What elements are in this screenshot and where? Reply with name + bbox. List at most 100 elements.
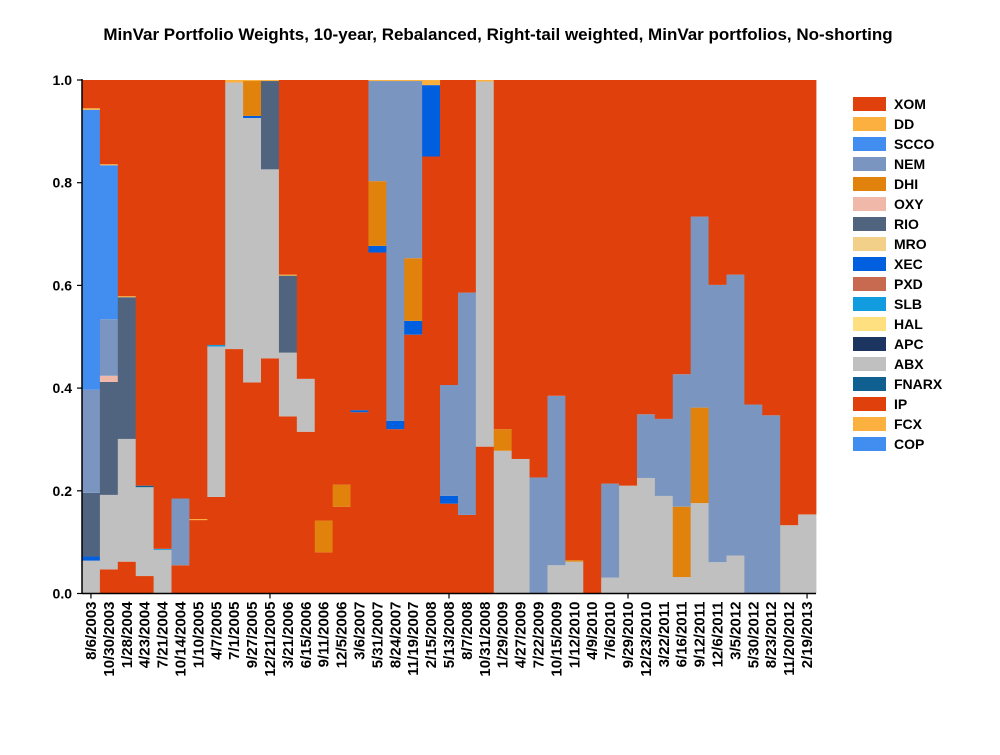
- bar-segment-ip: [135, 576, 155, 594]
- bar-segment-xom: [135, 80, 155, 486]
- bar-segment-xom: [708, 80, 727, 285]
- bar-segment-ip: [350, 412, 369, 594]
- bar-segment-abx: [225, 82, 244, 350]
- legend-swatch-oxy: [853, 197, 886, 211]
- bar-segment-ip: [261, 358, 280, 594]
- x-tick-label: 4/27/2009: [513, 602, 530, 669]
- bar-segment-xom: [314, 80, 334, 521]
- bar-segment-dhi: [690, 407, 709, 504]
- bar-segment-xom: [457, 80, 477, 293]
- legend-label-mro: MRO: [894, 236, 927, 252]
- chart-title: MinVar Portfolio Weights, 10-year, Rebal…: [103, 25, 892, 44]
- bar-segment-abx: [278, 352, 298, 417]
- bar-segment-nem: [744, 404, 763, 594]
- legend-label-xom: XOM: [894, 96, 926, 112]
- bar-segment-xom: [278, 80, 298, 275]
- bar-segment-xom: [82, 80, 101, 109]
- bar-segment-rio: [99, 381, 119, 495]
- legend-label-dhi: DHI: [894, 176, 918, 192]
- bar-segment-dd: [475, 80, 495, 82]
- bar-segment-fnarx: [135, 485, 155, 488]
- x-tick-label: 5/13/2008: [441, 602, 458, 669]
- bar-segment-ip: [332, 506, 351, 594]
- legend-swatch-dhi: [853, 177, 886, 191]
- bar-segment-rio: [117, 297, 137, 439]
- bar-segment-abx: [690, 503, 709, 594]
- bar-segment-abx: [82, 560, 101, 594]
- bar-segment-nem: [368, 81, 387, 182]
- bar-segment-abx: [261, 169, 280, 359]
- bar-segment-xom: [547, 80, 566, 396]
- bar-segment-dd: [261, 80, 280, 82]
- bar-segment-scco: [82, 109, 101, 390]
- bar-segment-ip: [404, 334, 423, 594]
- legend-swatch-xec: [853, 257, 886, 271]
- bar-segment-ip: [457, 514, 477, 594]
- bar-segment-nem: [708, 284, 727, 563]
- x-tick-label: 5/30/2012: [745, 602, 762, 669]
- bar-segment-nem: [762, 415, 781, 594]
- bar-segment-slb: [153, 548, 172, 550]
- y-tick-label: 0.8: [53, 175, 73, 191]
- bar-segment-xec: [243, 115, 262, 118]
- y-tick-label: 0.6: [53, 277, 73, 293]
- bar-segment-abx: [296, 378, 316, 432]
- bar-segment-scco: [99, 165, 119, 320]
- bar-segment-rio: [82, 492, 101, 557]
- x-tick-label: 8/24/2007: [387, 602, 404, 669]
- x-tick-label: 12/23/2010: [638, 602, 655, 677]
- bar-segment-abx: [672, 577, 692, 594]
- x-tick-label: 8/23/2012: [763, 602, 780, 669]
- x-tick-label: 10/14/2004: [172, 601, 189, 677]
- x-tick-label: 12/21/2005: [262, 602, 279, 677]
- bar-segment-xom: [511, 80, 530, 459]
- bar-segment-oxy: [99, 375, 119, 382]
- legend-label-nem: NEM: [894, 156, 925, 172]
- x-tick-label: 9/27/2005: [244, 602, 261, 669]
- legend-swatch-fnarx: [853, 377, 886, 391]
- bar-segment-abx: [475, 81, 495, 447]
- x-tick-label: 9/29/2010: [620, 602, 637, 669]
- legend-label-cop: COP: [894, 436, 924, 452]
- bar-segment-xec: [404, 320, 423, 335]
- y-tick-label: 0.2: [53, 483, 73, 499]
- legend: XOM DD SCCO NEM DHI OXY RIO MRO XEC PXD SLB HAL APC A…: [853, 96, 943, 452]
- bar-segment-rio: [278, 275, 298, 353]
- bar-segment-abx: [243, 118, 262, 383]
- bar-segment-abx: [135, 487, 155, 577]
- bar-segment-xom: [332, 80, 351, 485]
- bar-segment-xom: [619, 80, 638, 486]
- bar-segment-nem: [654, 418, 674, 496]
- x-tick-label: 7/1/2005: [226, 602, 243, 660]
- bar-segment-dd: [404, 80, 423, 82]
- bar-segment-dd: [189, 519, 208, 521]
- x-tick-label: 6/15/2006: [298, 602, 315, 669]
- bar-segment-ip: [99, 569, 119, 594]
- bar-segment-ip: [278, 416, 298, 594]
- bar-segment-dhi: [493, 429, 513, 451]
- x-tick-label: 1/12/2010: [566, 602, 583, 669]
- legend-swatch-slb: [853, 297, 886, 311]
- bar-segment-abx: [619, 485, 638, 594]
- bar-segment-nem: [690, 216, 709, 408]
- bar-segment-xom: [601, 80, 620, 484]
- bar-segment-nem: [99, 319, 119, 376]
- bar-segment-xec: [440, 495, 459, 504]
- bar-segment-xom: [583, 80, 602, 594]
- x-tick-label: 11/20/2012: [781, 602, 798, 676]
- x-tick-label: 7/6/2010: [602, 602, 619, 660]
- bar-segment-nem: [726, 274, 745, 556]
- x-tick-label: 12/5/2006: [334, 602, 351, 669]
- bar-segment-xec: [386, 420, 405, 430]
- bar-segment-xom: [798, 80, 817, 515]
- bar-segment-abx: [780, 525, 799, 594]
- legend-label-fnarx: FNARX: [894, 376, 943, 392]
- bar-segment-nem: [386, 81, 405, 421]
- bar-segment-abx: [565, 561, 584, 594]
- x-tick-label: 10/30/2003: [101, 602, 118, 677]
- bar-segment-dhi: [404, 258, 423, 321]
- bar-segment-dd: [368, 80, 387, 82]
- x-tick-label: 4/9/2010: [584, 602, 601, 660]
- bar-segment-nem: [82, 389, 101, 493]
